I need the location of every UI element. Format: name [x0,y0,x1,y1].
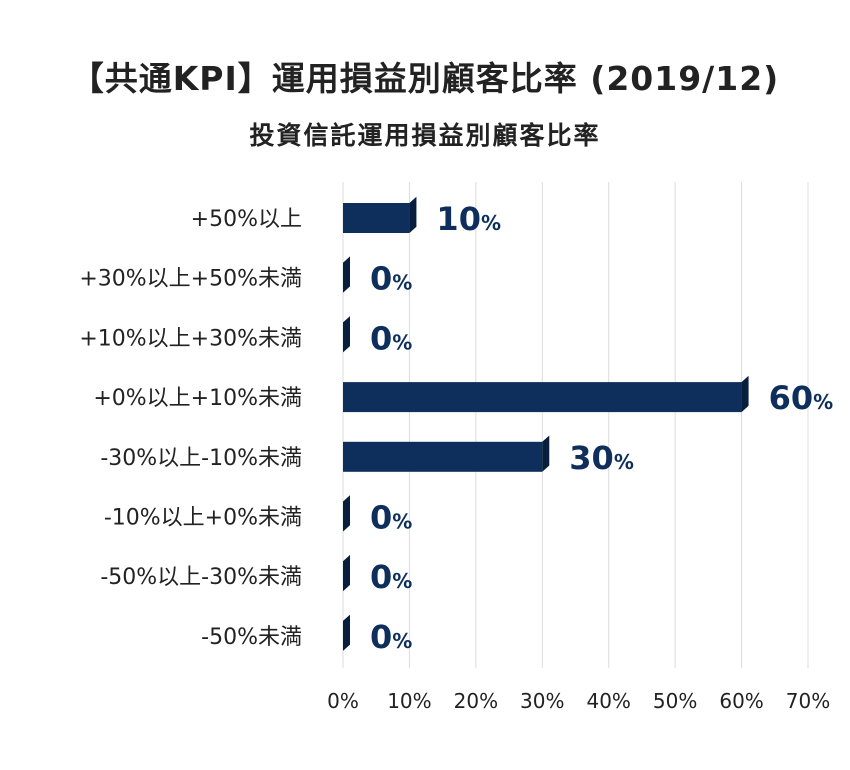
bar [343,203,410,233]
x-tick-label: 40% [586,689,630,713]
bar [343,441,543,472]
category-label: +50%以上 [191,207,302,232]
x-tick-label: 10% [387,689,431,713]
value-label: 60% [769,379,834,417]
category-label: -50%未満 [201,625,302,650]
value-label: 0% [370,558,412,596]
x-tick-label: 50% [653,689,697,713]
chart-subtitle: 投資信託運用損益別顧客比率 [249,121,601,150]
value-label: 0% [370,319,412,357]
category-label: +0%以上+10%未満 [93,386,302,411]
category-label: -30%以上-10%未満 [100,446,302,471]
bar-side [343,495,350,532]
value-label: 0% [370,260,412,298]
category-label: +10%以上+30%未満 [79,326,302,351]
x-tick-label: 20% [454,689,498,713]
value-label: 0% [370,618,412,656]
value-labels: 10% 0% 0% 60% 30% 0% 0% 0% [370,200,833,656]
x-tick-label: 70% [786,689,830,713]
value-label: 30% [569,439,634,477]
bar-side [343,256,350,293]
x-tick-labels: 0% 10% 20% 30% 40% 50% 60% 70% [327,689,830,713]
category-labels: +50%以上 +30%以上+50%未満 +10%以上+30%未満 +0%以上+10%未… [79,207,302,650]
x-tick-label: 0% [327,689,359,713]
category-label: -50%以上-30%未満 [100,565,302,590]
bar-side [542,435,550,472]
bar-side [343,554,350,592]
value-label: 10% [436,200,501,238]
bars [343,196,749,651]
bar-side [741,375,749,413]
x-tick-label: 60% [719,689,763,713]
bar-side [343,316,350,353]
category-label: -10%以上+0%未満 [104,506,302,531]
category-label: +30%以上+50%未満 [79,267,302,292]
chart-title: 【共通KPI】運用損益別顧客比率 (2019/12) [70,59,780,98]
bar-side [343,614,350,651]
bar-side [409,196,417,233]
x-tick-label: 30% [520,689,564,713]
value-label: 0% [370,499,412,537]
bar [343,382,742,413]
grid-lines [342,182,809,668]
